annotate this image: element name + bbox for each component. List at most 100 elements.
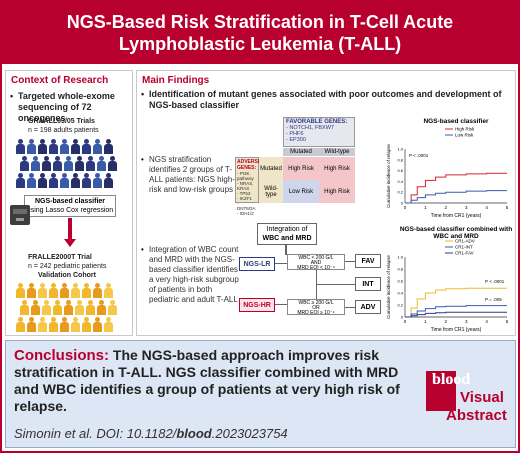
person-icon xyxy=(93,173,102,188)
series-line-high-risk xyxy=(405,172,507,204)
person-icon xyxy=(75,156,84,171)
person-icon xyxy=(82,283,91,298)
context-bullet: Targeted whole-exome sequencing of 72 on… xyxy=(10,91,130,124)
chart-ngs-wbc-mrd: NGS-based classifier combined with WBC an… xyxy=(386,226,512,333)
connector-fav xyxy=(345,261,355,262)
person-icon xyxy=(108,300,117,315)
person-icon xyxy=(97,156,106,171)
legend-entry: CR1-ADV xyxy=(455,239,475,244)
classifier-box-line2: using Lasso Cox regression xyxy=(26,207,114,214)
x-tick-label: 0 xyxy=(404,319,407,324)
person-icon xyxy=(108,156,117,171)
person-icon xyxy=(27,173,36,188)
chart-title: NGS-based classifier combined with WBC an… xyxy=(400,226,512,240)
condition-and-box: WBC < 200 G/L AND MRD EOI < 10⁻⁴ xyxy=(287,254,345,271)
person-icon xyxy=(49,173,58,188)
bullet-dot-3: • xyxy=(141,245,144,254)
y-tick-label: 0.2 xyxy=(397,303,403,308)
person-icon xyxy=(38,317,47,332)
integration-box: Integration of WBC and MRD xyxy=(257,223,317,245)
person-icon xyxy=(38,139,47,154)
cond-and-1: WBC < 200 G/L xyxy=(298,255,334,261)
person-icon xyxy=(31,156,40,171)
person-icon xyxy=(16,317,25,332)
y-tick-label: 0.6 xyxy=(397,168,403,173)
person-icon xyxy=(27,139,36,154)
classifier-box-line1: NGS-based classifier xyxy=(34,198,106,205)
y-tick-label: 1.0 xyxy=(397,147,403,152)
integration-arrow xyxy=(285,245,287,255)
person-icon xyxy=(97,300,106,315)
conclusions-text-block: Conclusions: The NGS-based approach impr… xyxy=(14,347,404,415)
integration-line2: WBC and MRD xyxy=(262,235,312,242)
cell-wt-mut: Low Risk xyxy=(283,180,319,203)
x-tick-label: 0 xyxy=(404,205,407,210)
cite-bold: blood xyxy=(176,426,212,441)
cell-mut-wt: High Risk xyxy=(319,157,355,180)
series-line-cr1-fav xyxy=(405,311,507,318)
adult-patients-icon xyxy=(16,139,126,191)
person-icon xyxy=(93,317,102,332)
person-icon xyxy=(71,317,80,332)
person-icon xyxy=(64,156,73,171)
title-line-2: Lymphoblastic Leukemia (T-ALL) xyxy=(118,34,402,54)
favorable-title: FAVORABLE GENES: xyxy=(286,119,348,125)
row-wildtype: Wild-type xyxy=(259,180,283,203)
person-icon xyxy=(38,173,47,188)
person-icon xyxy=(60,139,69,154)
series-line-low-risk xyxy=(405,190,507,204)
adverse-genes-box: ADVERSE GENES: - PI3K pathway - NRAS, KR… xyxy=(235,157,262,216)
col-wildtype: Wild-type xyxy=(319,148,355,156)
series-line-cr1-adv xyxy=(405,287,507,318)
trial2-n: n = 242 pediatric patients xyxy=(28,263,107,270)
favorable-genes: - NOTCH1, FBXW7 - PHF6 - EP300 xyxy=(286,125,334,143)
sequencer-icon xyxy=(10,205,30,225)
title-line-1: NGS-Based Risk Stratification in T-Cell … xyxy=(66,12,454,32)
connector-int xyxy=(316,284,355,285)
citation: Simonin et al. DOI: 10.1182/blood.202302… xyxy=(14,426,288,441)
person-icon xyxy=(104,317,113,332)
person-icon xyxy=(16,173,25,188)
y-axis-label: Cumulative incidence of relapse xyxy=(386,144,391,208)
trial1-name: GRAALL03/05 Trials xyxy=(28,118,95,125)
ngs-hr-box: NGS-HR xyxy=(239,298,275,312)
x-tick-label: 2 xyxy=(445,319,448,324)
connector-hr xyxy=(275,304,287,305)
findings-bullet-3: Integration of WBC count and MRD with th… xyxy=(149,245,239,304)
x-axis-label: Time from CR1 (years) xyxy=(431,327,482,333)
person-icon xyxy=(49,283,58,298)
person-icon xyxy=(60,173,69,188)
conclusions-panel: Conclusions: The NGS-based approach impr… xyxy=(5,340,516,448)
findings-bullet-2: NGS stratification identifies 2 groups o… xyxy=(149,155,235,194)
adverse-title: ADVERSE GENES: xyxy=(237,159,262,171)
logo-square-icon xyxy=(426,371,456,411)
person-icon xyxy=(104,139,113,154)
validation-label: Validation Cohort xyxy=(38,272,96,279)
y-tick-label: 0 xyxy=(401,315,404,320)
person-icon xyxy=(20,156,29,171)
person-icon xyxy=(75,300,84,315)
y-tick-label: 0 xyxy=(401,201,404,206)
int-box: INT xyxy=(355,277,381,291)
person-icon xyxy=(27,283,36,298)
person-icon xyxy=(42,300,51,315)
p-value-annotation: P < .0001 xyxy=(409,153,429,158)
person-icon xyxy=(53,156,62,171)
classifier-box: NGS-based classifier using Lasso Cox reg… xyxy=(24,195,116,217)
row-mutated: Mutated xyxy=(259,157,283,180)
trial2-name: FRALLE2000T Trial xyxy=(28,254,92,261)
connector-lr xyxy=(275,263,287,264)
legend-entry: Low Risk xyxy=(455,133,474,138)
context-title: Context of Research xyxy=(11,75,109,86)
trial1-n: n = 198 adults patients xyxy=(28,127,99,134)
p-value-annotation: P < .0001 xyxy=(485,279,505,284)
fav-box: FAV xyxy=(355,254,381,268)
person-icon xyxy=(31,300,40,315)
person-icon xyxy=(60,283,69,298)
x-tick-label: 1 xyxy=(424,319,427,324)
context-panel: Context of Research Targeted whole-exome… xyxy=(5,70,133,336)
integration-line1: Integration of xyxy=(266,226,308,233)
flow-arrow-icon xyxy=(64,239,76,247)
x-axis-label: Time from CR1 (years) xyxy=(431,213,482,219)
cond-or-2: OR xyxy=(312,305,320,311)
